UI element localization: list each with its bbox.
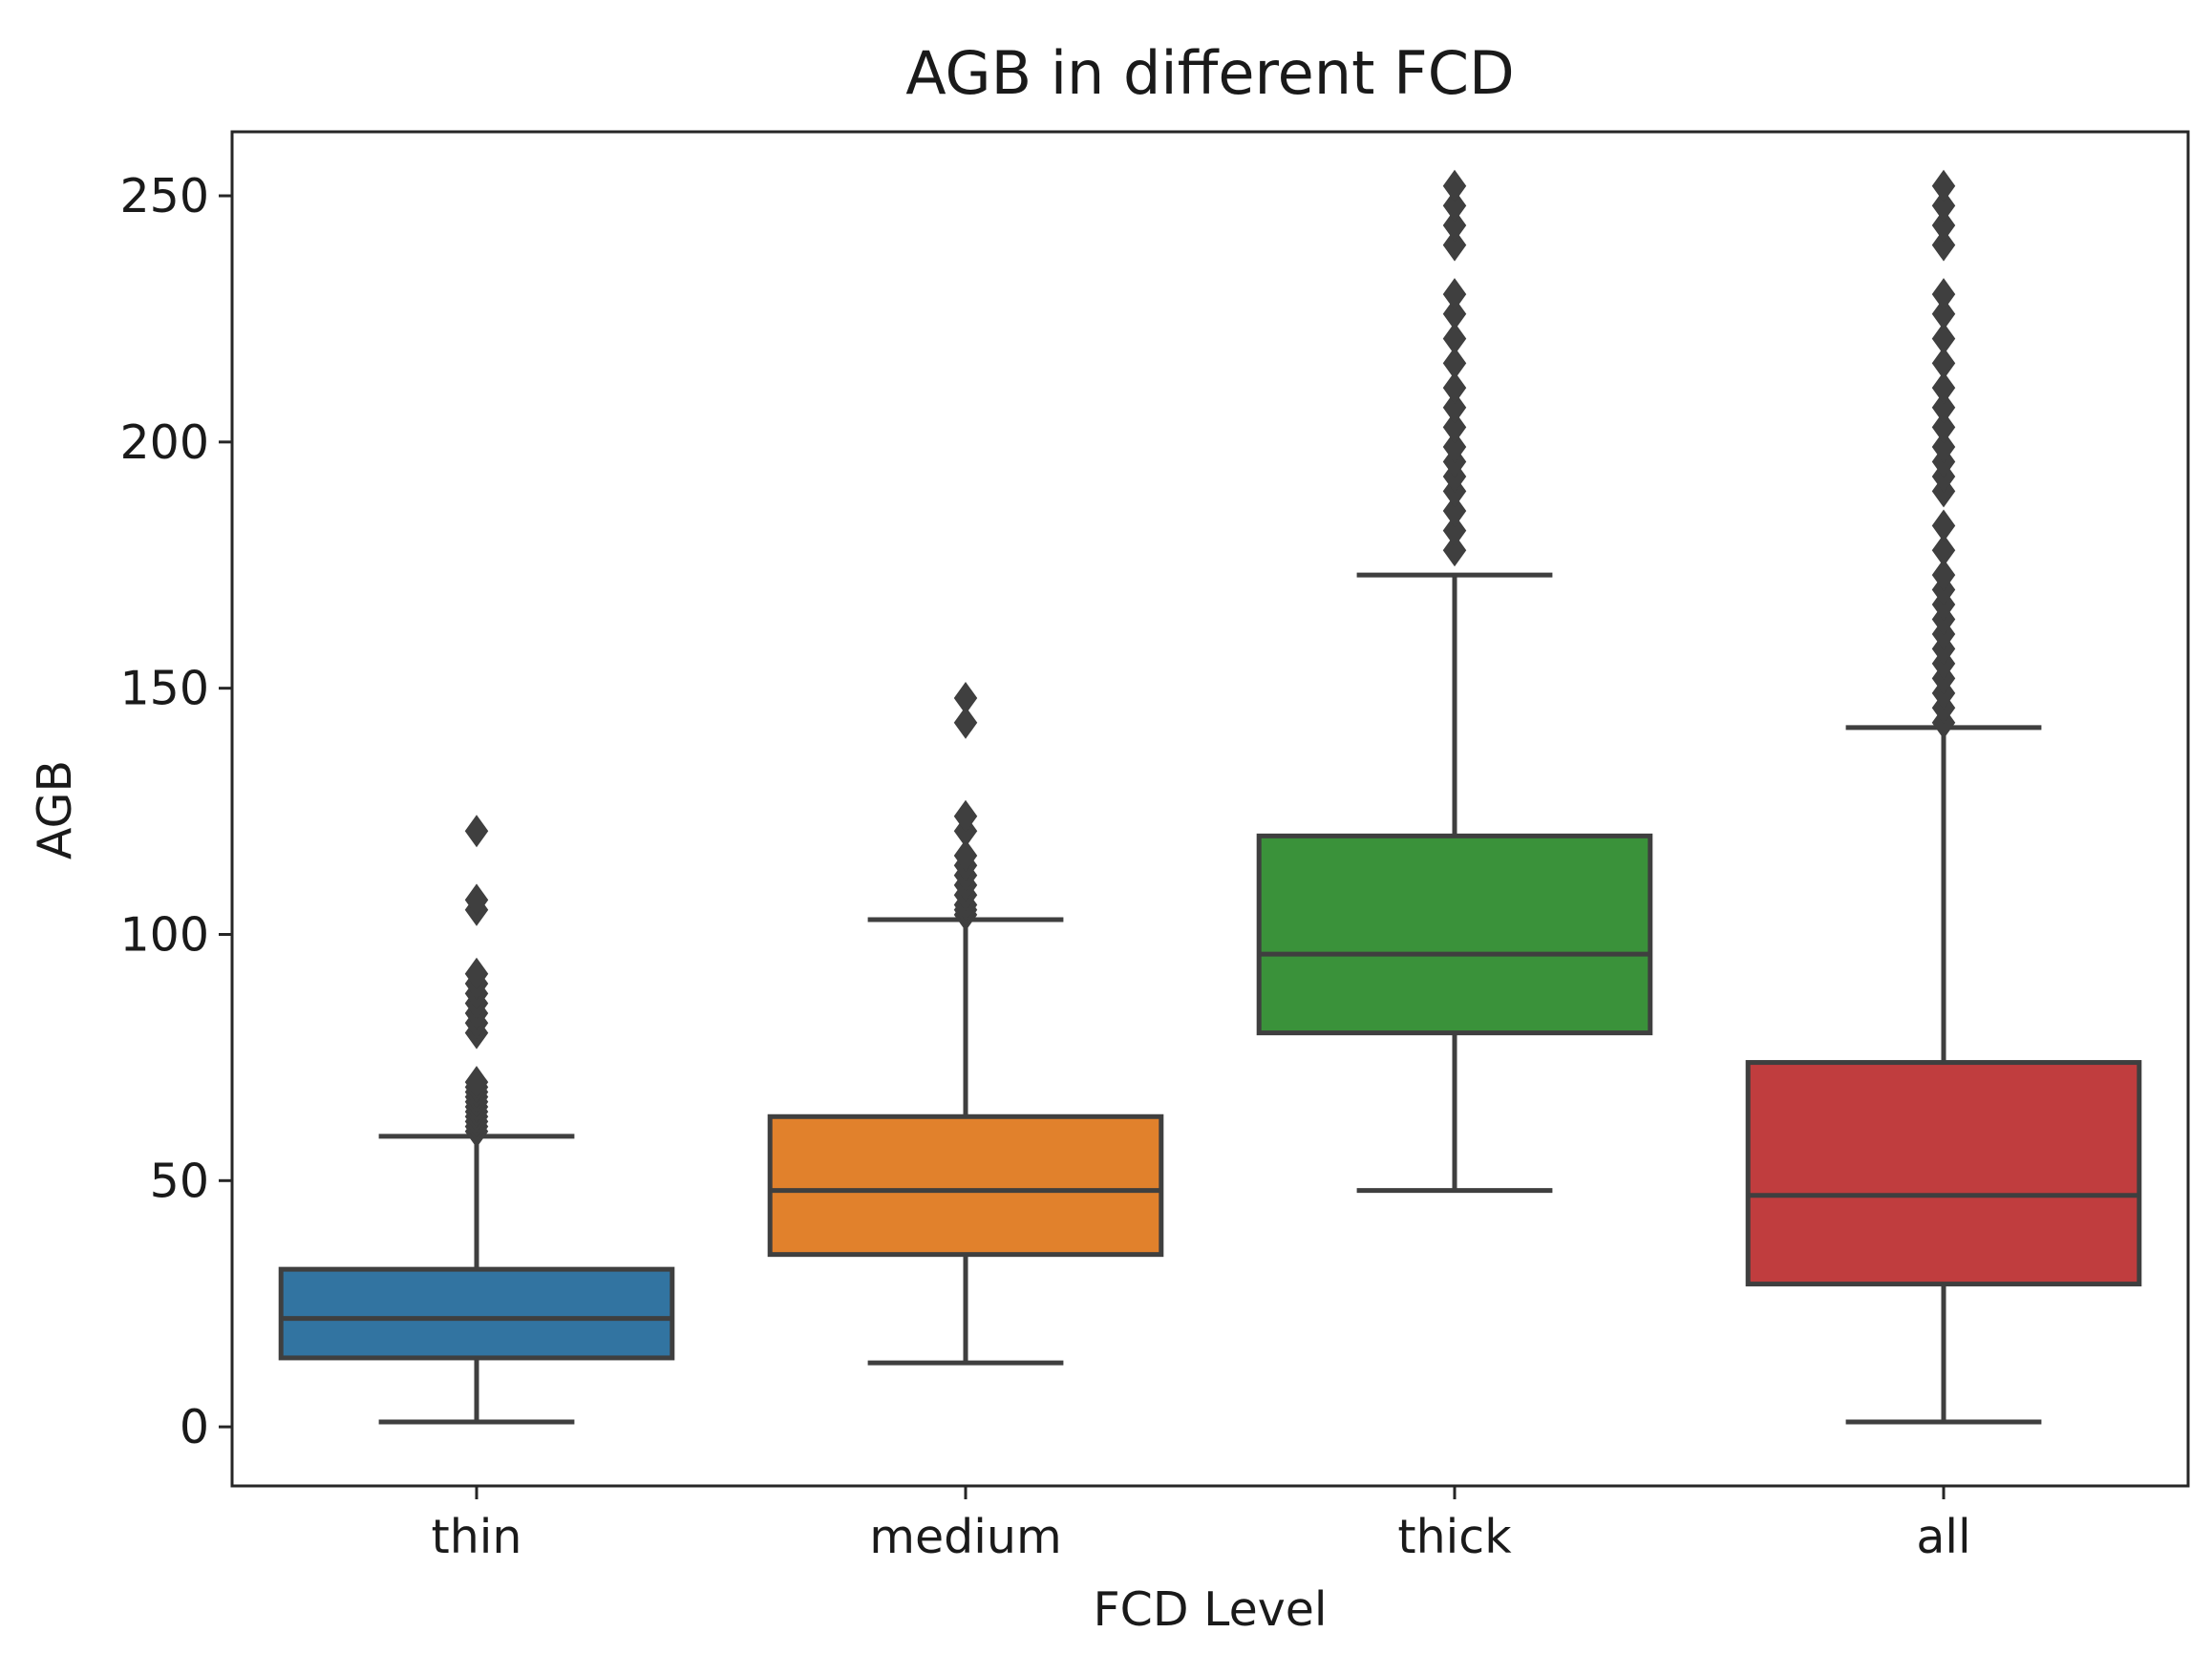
y-tick-label: 200: [119, 415, 209, 470]
box-group-all: [1745, 169, 2142, 1425]
outlier-point: [1931, 169, 1956, 202]
x-tick-label-thin: thin: [432, 1510, 522, 1564]
outlier-point: [464, 883, 489, 917]
box-group-thick: [1256, 169, 1653, 1194]
y-tick-label: 150: [119, 662, 209, 716]
y-tick-label: 250: [119, 169, 209, 223]
y-tick-label: 50: [150, 1154, 209, 1208]
outlier-point: [1442, 169, 1467, 202]
y-axis: 0 50 100 150 200 250: [119, 169, 232, 1454]
outlier-point: [1931, 431, 1956, 464]
boxes-layer: [278, 169, 2142, 1425]
box-group-thin: [278, 815, 675, 1425]
outlier-point: [953, 799, 978, 833]
outlier-point: [1442, 371, 1467, 405]
y-tick-label: 100: [119, 907, 209, 962]
outlier-point: [464, 815, 489, 848]
outlier-point: [1931, 411, 1956, 444]
outlier-point: [1931, 228, 1956, 262]
outlier-point: [1931, 278, 1956, 311]
iqr-box-medium: [767, 1113, 1164, 1258]
outlier-point: [1442, 322, 1467, 355]
outlier-point: [1442, 189, 1467, 223]
outlier-point: [1931, 189, 1956, 223]
iqr-box-all: [1745, 1060, 2142, 1287]
outlier-point: [1931, 559, 1956, 592]
outlier-point: [953, 706, 978, 739]
outlier-point: [1931, 208, 1956, 242]
box-group-medium: [767, 681, 1164, 1366]
x-axis-label: FCD Level: [1093, 1582, 1327, 1637]
outlier-point: [1931, 509, 1956, 542]
outlier-point: [1442, 208, 1467, 242]
outlier-point: [464, 957, 489, 990]
outlier-point: [1931, 534, 1956, 567]
outlier-point: [1442, 411, 1467, 444]
outlier-point: [953, 681, 978, 714]
outlier-point: [953, 838, 978, 872]
outlier-point: [1442, 495, 1467, 528]
outlier-point: [1442, 347, 1467, 380]
iqr-box-thick: [1256, 833, 1653, 1036]
outlier-point: [1442, 297, 1467, 330]
outlier-point: [464, 1066, 489, 1099]
plot-frame: [230, 130, 2190, 1488]
x-tick-label-all: all: [1916, 1510, 1970, 1564]
iqr-box-thin: [278, 1266, 675, 1361]
outlier-point: [1931, 322, 1956, 355]
outlier-point: [1442, 514, 1467, 547]
x-tick-label-medium: medium: [869, 1510, 1061, 1564]
outlier-point: [1442, 391, 1467, 424]
outlier-point: [1931, 391, 1956, 424]
outlier-point: [1442, 534, 1467, 567]
outlier-point: [1442, 228, 1467, 262]
outlier-point: [1442, 431, 1467, 464]
y-tick-label: 0: [180, 1400, 209, 1454]
outlier-point: [1931, 371, 1956, 405]
outlier-point: [1442, 278, 1467, 311]
x-axis: thin medium thick all: [432, 1486, 1971, 1564]
outlier-point: [1931, 297, 1956, 330]
x-tick-label-thick: thick: [1397, 1510, 1512, 1564]
chart-title: AGB in different FCD: [905, 38, 1515, 108]
outlier-point: [1931, 347, 1956, 380]
y-axis-label: AGB: [28, 760, 82, 859]
